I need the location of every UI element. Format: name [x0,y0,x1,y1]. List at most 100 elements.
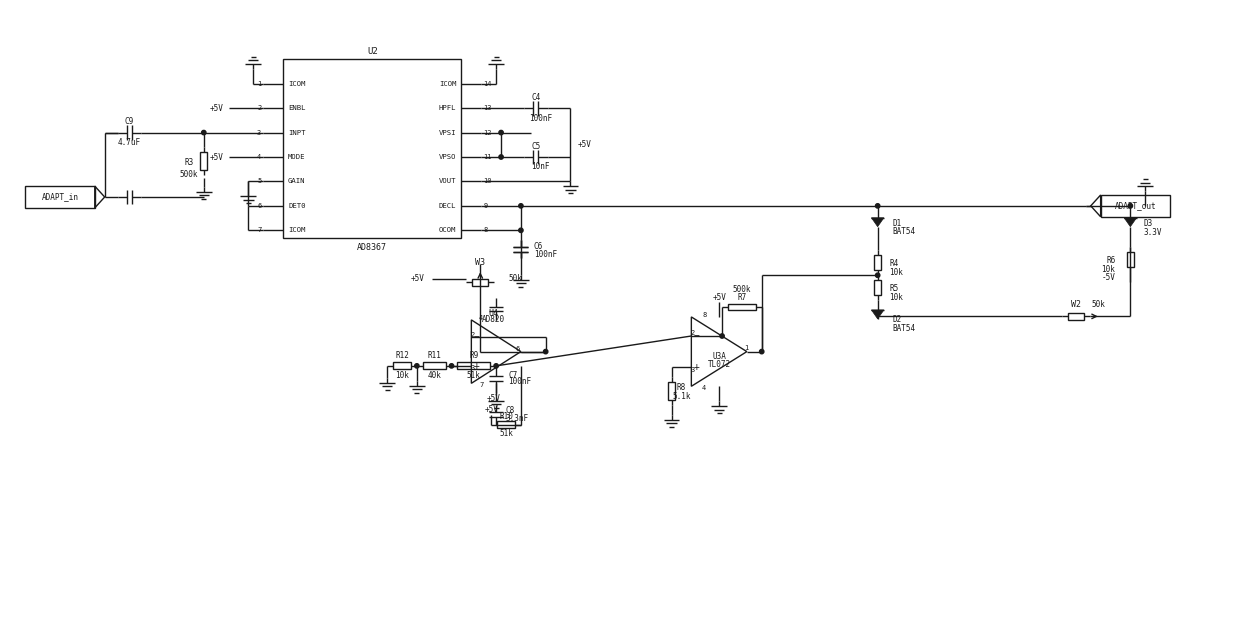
Text: ADAPT_out: ADAPT_out [1115,201,1156,210]
Text: W3: W3 [475,258,485,267]
Circle shape [518,204,523,208]
Text: 5.1k: 5.1k [672,392,691,402]
Text: 2: 2 [257,105,262,111]
Text: D1: D1 [893,219,901,228]
Polygon shape [872,218,884,226]
Text: ADAPT_in: ADAPT_in [42,193,78,202]
Circle shape [498,155,503,159]
Text: 10k: 10k [396,371,409,380]
Bar [497,421,515,428]
Text: +: + [693,362,699,372]
Bar [874,255,882,270]
Text: C4: C4 [531,93,541,102]
Text: +5V: +5V [486,394,500,403]
Text: 50k: 50k [1091,300,1106,309]
Polygon shape [1125,218,1137,226]
Text: 3: 3 [470,365,475,371]
Text: 100nF: 100nF [533,250,557,259]
Circle shape [875,273,880,278]
Text: 4: 4 [257,154,262,160]
Text: 51k: 51k [498,429,513,438]
Polygon shape [872,310,884,319]
Text: ENBL: ENBL [288,105,305,111]
Bar [393,362,410,370]
Text: 500k: 500k [733,284,751,294]
Circle shape [202,130,206,135]
Text: 9: 9 [484,203,487,209]
Text: 7: 7 [257,227,262,233]
Text: R6: R6 [1106,256,1116,265]
Text: 3: 3 [691,367,694,373]
Text: −: − [693,331,699,341]
Bar [472,279,489,286]
Text: 10nF: 10nF [532,162,551,172]
Text: GAIN: GAIN [288,178,305,184]
Text: R12: R12 [396,352,409,360]
Text: -5V: -5V [1101,273,1116,282]
Text: R9: R9 [469,352,479,360]
Bar [283,59,461,238]
Text: 50k: 50k [508,275,522,283]
Text: +5V: +5V [210,152,223,162]
Circle shape [720,334,724,338]
Text: R4: R4 [889,259,899,268]
Text: C8: C8 [505,405,515,415]
Text: 7: 7 [479,383,484,388]
Circle shape [449,363,454,368]
Text: 11: 11 [484,154,492,160]
Text: 4: 4 [479,315,484,321]
Text: 6: 6 [516,346,520,352]
Text: 13: 13 [484,105,492,111]
Text: W2: W2 [1071,300,1081,309]
Text: 500k: 500k [180,170,198,179]
Text: DECL: DECL [439,203,456,209]
Text: U4: U4 [489,310,498,318]
Text: +5V: +5V [712,292,727,302]
Text: 3.3V: 3.3V [1143,228,1162,237]
Text: 2: 2 [470,332,475,338]
Text: 100nF: 100nF [508,377,531,386]
Text: R5: R5 [889,284,899,292]
Text: 1: 1 [744,345,748,351]
Text: 4.7uF: 4.7uF [118,138,141,147]
Circle shape [760,349,764,354]
Text: ICOM: ICOM [439,81,456,87]
Bar [1068,313,1084,320]
Text: MODE: MODE [288,154,305,160]
Text: AD8367: AD8367 [357,243,387,252]
Text: R11: R11 [428,352,441,360]
Circle shape [875,204,880,208]
Circle shape [494,363,498,368]
Bar [458,362,490,370]
Text: U2: U2 [367,47,378,56]
Text: R8: R8 [677,383,686,392]
Text: 2: 2 [691,330,694,336]
Text: D3: D3 [1143,219,1152,228]
Text: 8: 8 [702,312,707,318]
Text: C9: C9 [125,117,134,126]
Circle shape [414,363,419,368]
Text: 51k: 51k [467,371,481,380]
Text: +5V: +5V [410,275,425,283]
Text: TL072: TL072 [708,360,730,369]
Text: +5V: +5V [578,140,591,149]
Circle shape [498,130,503,135]
Text: VPSO: VPSO [439,154,456,160]
Text: 8: 8 [484,227,487,233]
Bar [728,304,755,310]
Bar [668,382,675,400]
Text: C5: C5 [531,142,541,151]
Text: 40k: 40k [428,371,441,380]
Text: R3: R3 [185,158,193,167]
Text: R7: R7 [738,292,746,302]
Text: +: + [474,361,479,371]
Text: 10k: 10k [889,268,904,277]
Text: ICOM: ICOM [288,227,305,233]
Bar [201,152,207,170]
Text: 5: 5 [257,178,262,184]
Text: R10: R10 [498,412,513,421]
Circle shape [1128,204,1132,208]
Text: 3: 3 [257,130,262,136]
Text: HPFL: HPFL [439,105,456,111]
Text: 10: 10 [484,178,492,184]
